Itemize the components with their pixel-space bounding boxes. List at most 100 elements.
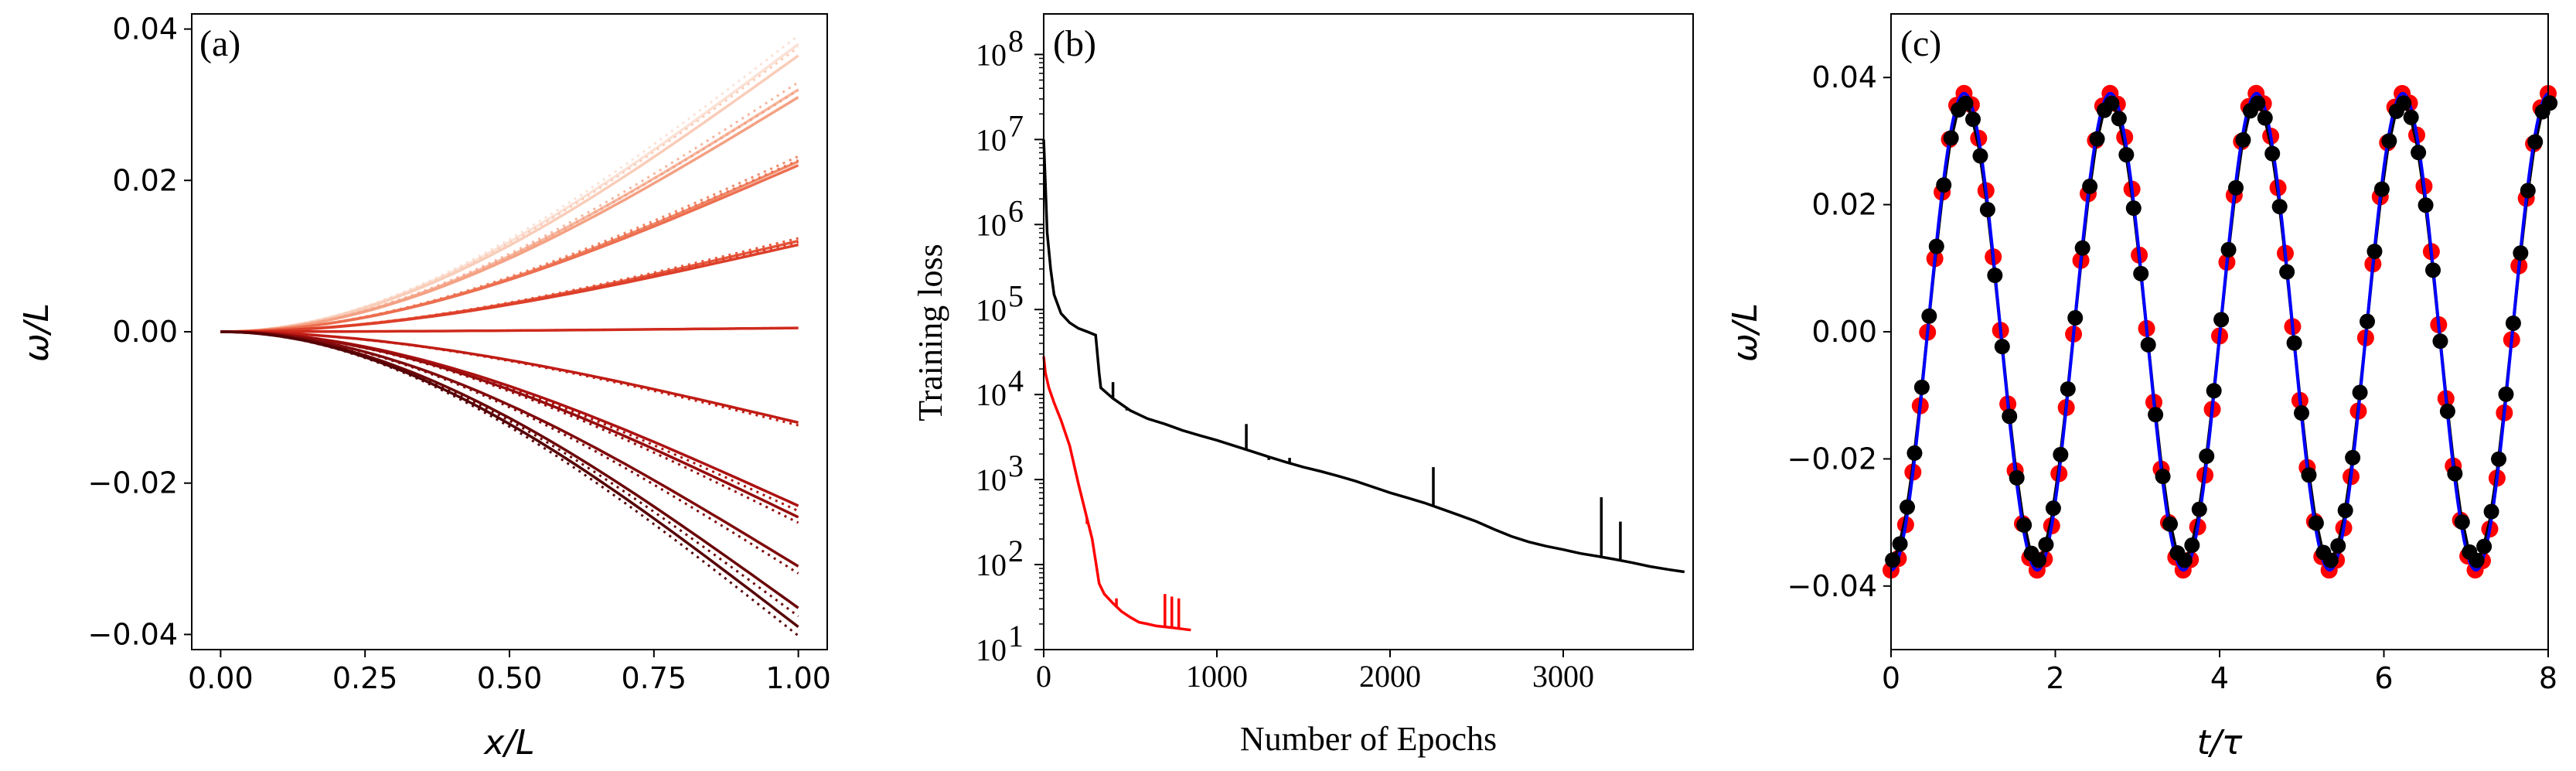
panel-a-series-line-11: [220, 330, 799, 519]
panel-a-label: (a): [199, 23, 240, 64]
panel-b-lines: [1042, 139, 1685, 632]
panel-c-marker-black: [2322, 552, 2339, 568]
panel-a-series-dotted-6: [220, 237, 799, 333]
panel-a-ytick-label-4: 0.04: [112, 12, 178, 46]
panel-c-marker-black: [2206, 383, 2222, 399]
panel-c-marker-black: [2476, 538, 2493, 554]
panel-c-marker-black: [1943, 130, 1959, 146]
panel-c-marker-black: [2074, 240, 2090, 256]
panel-b-ytick-exp-5: 6: [1008, 193, 1024, 228]
panel-c-xlabel: t/τ: [2197, 723, 2243, 762]
panel-b-ytick-exp-3: 4: [1008, 363, 1024, 398]
panel-b-ylabel: Training loss: [911, 244, 949, 421]
panel-c-marker-black: [2520, 183, 2536, 199]
panel-a-series-dotted-12: [220, 330, 799, 575]
panel-a-series-line-5: [220, 164, 799, 333]
panel-c-marker-black: [2009, 469, 2025, 486]
panel-c-marker-black: [2352, 384, 2368, 401]
panel-c-marker-black: [2089, 131, 2105, 147]
panel-a-series-line-3: [220, 96, 799, 333]
panel-c-marker-black: [2505, 315, 2521, 331]
panel-b-ytick-base-5: 10: [976, 207, 1007, 242]
panel-c-marker-black: [1892, 536, 1908, 552]
panel-a-series-dotted-8: [220, 326, 799, 333]
panel-c-line-blue: [1890, 91, 2550, 572]
panel-b-ytick-exp-1: 2: [1008, 534, 1024, 568]
panel-c-marker-black: [2286, 335, 2302, 351]
panel-a-series-dotted-9: [220, 330, 799, 427]
panel-a-series-dotted-3: [220, 89, 799, 333]
panel-c-xtick-label-3: 6: [2374, 661, 2393, 695]
panel-c-marker-black: [2133, 265, 2149, 281]
panel-c-marker-black: [2301, 467, 2317, 483]
panel-b-ytick-base-3: 10: [976, 377, 1007, 412]
panel-c-marker-black: [2031, 552, 2047, 568]
panel-c-marker-black: [2308, 515, 2324, 531]
panel-c-marker-black: [2411, 145, 2427, 161]
panel-c-marker-black: [1994, 339, 2010, 355]
panel-a-xtick-label-1: 0.25: [332, 661, 398, 695]
panel-b-ytick-base-2: 10: [976, 462, 1007, 497]
panel-c-marker-black: [1936, 177, 1952, 193]
panel-c-marker-black: [1987, 268, 2003, 284]
panel-c-marker-black: [2366, 244, 2383, 260]
panel-c-marker-black: [1885, 552, 1901, 568]
panel-a-series-dotted-1: [220, 46, 799, 333]
panel-a-lines: [220, 34, 799, 637]
panel-c-marker-black: [2271, 199, 2288, 215]
panel-c: 0 2 4 6 8 −0.04 −0.02 0.00 0.02 0.04 (c) t/τ ω/L: [1726, 13, 2558, 762]
panel-c-marker-black: [2491, 451, 2507, 467]
panel-c-marker-black: [1928, 238, 1944, 254]
panel-c-marker-black: [2250, 95, 2266, 111]
panel-c-ticks: 0 2 4 6 8 −0.04 −0.02 0.00 0.02 0.04: [1787, 60, 2558, 695]
panel-c-marker-black: [1913, 379, 1930, 395]
panel-c-marker-black: [2418, 197, 2434, 213]
panel-c-marker-black: [2162, 516, 2179, 532]
panel-a-xlabel: x/L: [482, 723, 534, 762]
panel-c-marker-black: [2228, 179, 2244, 196]
panel-c-ytick-label-2: 0.00: [1811, 315, 1877, 349]
panel-c-marker-black: [2257, 110, 2273, 126]
panel-c-marker-black: [2235, 131, 2251, 148]
panel-c-marker-black: [2038, 537, 2054, 553]
panel-a-series-line-2: [220, 88, 799, 333]
panel-c-marker-black: [2396, 95, 2412, 111]
panel-c-marker-black: [2053, 446, 2069, 462]
panel-a-series-dotted-13: [220, 330, 799, 618]
panel-b-ytick-base-6: 10: [976, 122, 1007, 157]
panel-c-marker-black: [2213, 312, 2230, 328]
panel-c-marker-black: [2002, 408, 2018, 425]
panel-b-ytick-base-0: 10: [976, 633, 1007, 667]
panel-c-marker-black: [1921, 308, 1937, 324]
panel-c-ytick-label-0: −0.04: [1787, 569, 1877, 603]
panel-b-ytick-base-1: 10: [976, 548, 1007, 582]
panel-c-marker-black: [2184, 537, 2200, 554]
panel-b-ytick-exp-6: 7: [1008, 108, 1024, 143]
panel-c-marker-black: [2513, 245, 2529, 261]
panel-c-marker-black: [1965, 111, 1981, 128]
panel-c-marker-black: [2279, 264, 2295, 280]
panel-b-xlabel: Number of Epochs: [1240, 720, 1497, 758]
panel-c-marker-black: [2330, 537, 2346, 554]
panel-a-series-line-1: [220, 54, 799, 333]
panel-a-series-dotted-7: [220, 241, 799, 333]
panel-c-marker-black: [2360, 313, 2376, 329]
panel-c-marker-black: [1972, 148, 1988, 164]
panel-c-marker-black: [2082, 179, 2098, 195]
panel-c-marker-black: [2373, 181, 2390, 197]
panel-b-ytick-exp-7: 8: [1008, 23, 1024, 58]
panel-b-xtick-label-0: 0: [1036, 659, 1051, 694]
panel-b-ytick-exp-4: 5: [1008, 278, 1024, 313]
panel-b-xtick-label-3: 3000: [1532, 659, 1594, 694]
panel-c-marker-black: [2403, 109, 2419, 125]
panel-c-marker-black: [2527, 134, 2544, 150]
panel-a-series-dotted-4: [220, 155, 799, 333]
panel-b-xtick-label-2: 2000: [1359, 659, 1421, 694]
panel-c-xtick-label-2: 4: [2210, 661, 2229, 695]
panel-c-marker-black: [2118, 147, 2135, 163]
panel-a-series-dotted-14: [220, 330, 799, 637]
panel-c-ytick-label-4: 0.04: [1811, 60, 1877, 94]
panel-c-marker-black: [2199, 448, 2215, 464]
panel-a-series-line-13: [220, 330, 799, 609]
